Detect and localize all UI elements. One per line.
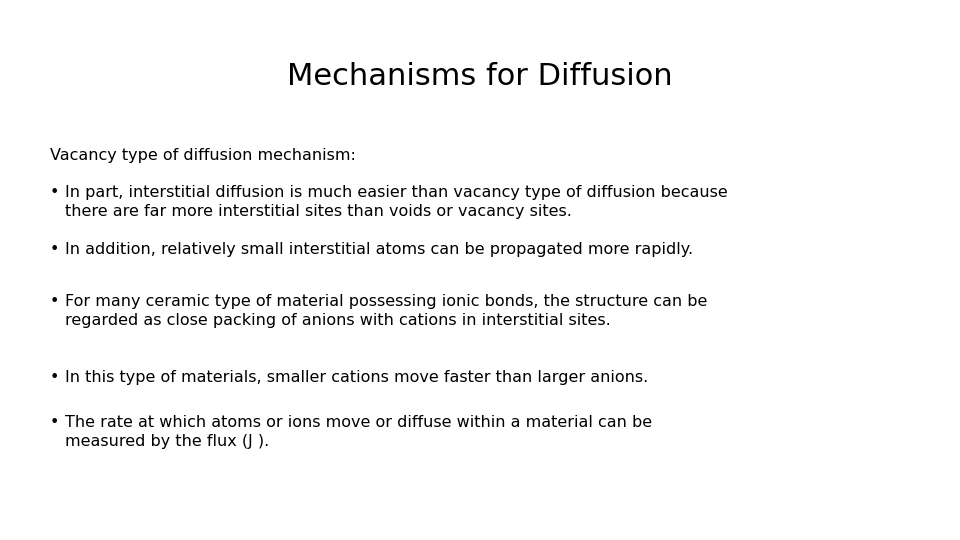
Text: Mechanisms for Diffusion: Mechanisms for Diffusion: [287, 62, 673, 91]
Text: •: •: [50, 294, 60, 309]
Text: Vacancy type of diffusion mechanism:: Vacancy type of diffusion mechanism:: [50, 148, 356, 163]
Text: In part, interstitial diffusion is much easier than vacancy type of diffusion be: In part, interstitial diffusion is much …: [65, 185, 728, 219]
Text: The rate at which atoms or ions move or diffuse within a material can be
measure: The rate at which atoms or ions move or …: [65, 415, 652, 449]
Text: •: •: [50, 185, 60, 200]
Text: •: •: [50, 415, 60, 430]
Text: •: •: [50, 370, 60, 385]
Text: For many ceramic type of material possessing ionic bonds, the structure can be
r: For many ceramic type of material posses…: [65, 294, 708, 328]
Text: In this type of materials, smaller cations move faster than larger anions.: In this type of materials, smaller catio…: [65, 370, 648, 385]
Text: •: •: [50, 242, 60, 257]
Text: In addition, relatively small interstitial atoms can be propagated more rapidly.: In addition, relatively small interstiti…: [65, 242, 693, 257]
